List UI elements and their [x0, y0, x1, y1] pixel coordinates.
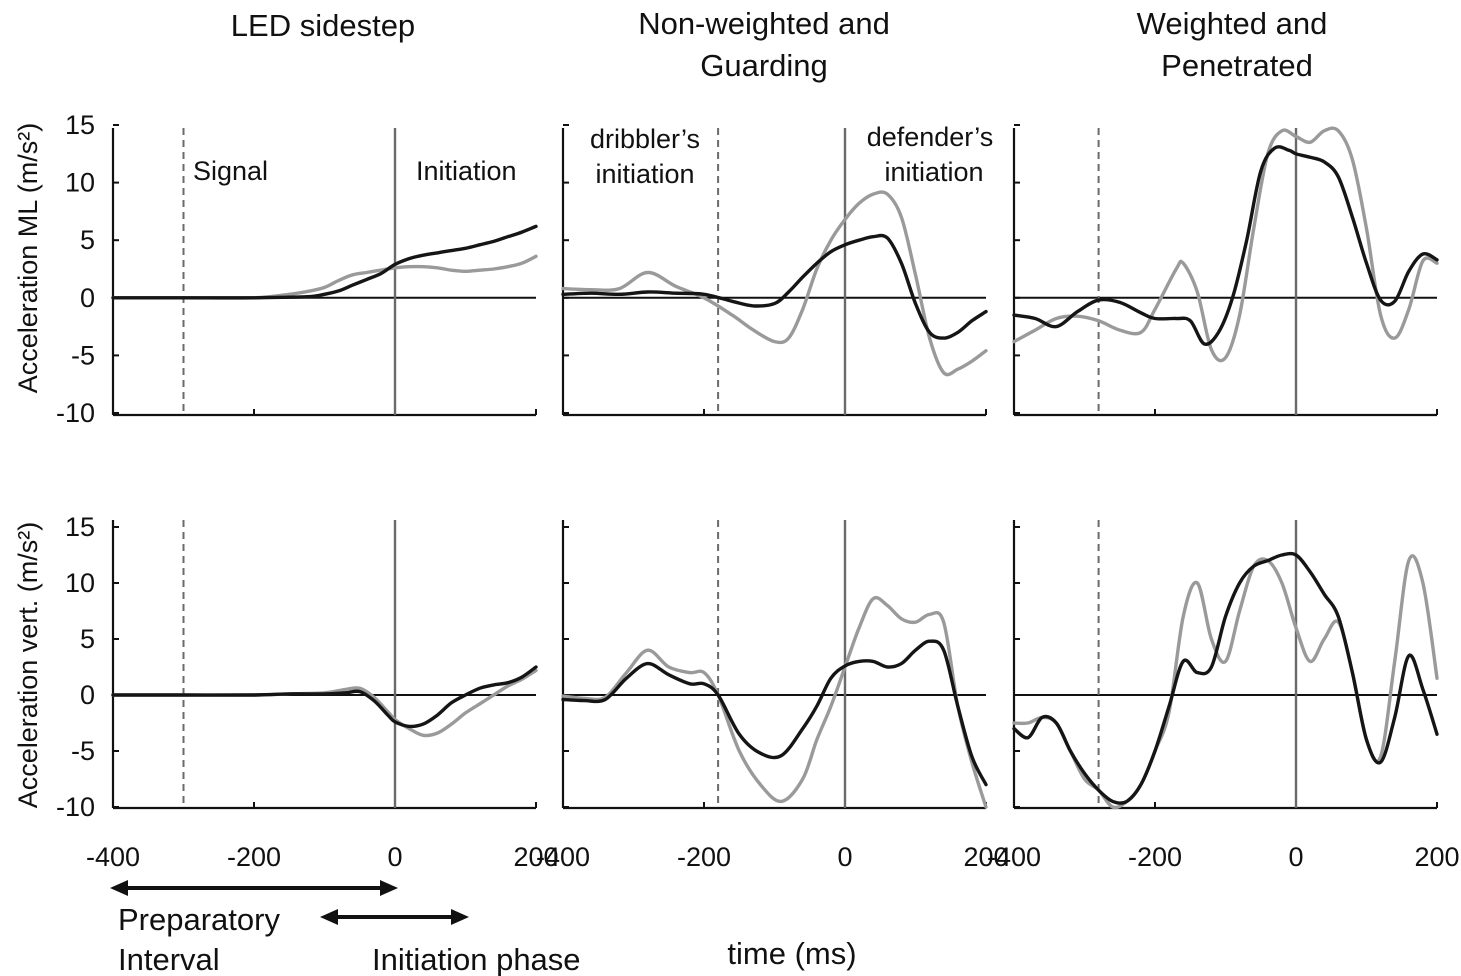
- panel-2: [1012, 124, 1439, 417]
- gray-series-line: [111, 668, 538, 738]
- y-tick-label: 0: [80, 283, 95, 313]
- x-tick-label: -400: [536, 842, 590, 872]
- panel-1: [561, 124, 988, 417]
- column-title-non-weighted-line1: Non-weighted and: [638, 6, 890, 41]
- y-tick-label: -10: [56, 398, 95, 428]
- annotation-dribbler-line1: dribbler’s: [590, 124, 700, 154]
- gray-series-line: [561, 190, 988, 377]
- x-tick-label: 200: [513, 842, 558, 872]
- gray-series-line: [561, 595, 988, 809]
- gray-series-line: [111, 254, 538, 300]
- black-series-line: [561, 639, 988, 787]
- panel-0: 15 10 5 0 -5 -10: [56, 110, 538, 428]
- y-tick-label: -10: [56, 792, 95, 822]
- y-tick-label: 15: [65, 110, 95, 140]
- initiation-phase-label: Initiation phase: [372, 942, 581, 976]
- y-tick-label: -5: [71, 736, 95, 766]
- annotation-initiation: Initiation: [416, 156, 517, 186]
- black-series-line: [561, 233, 988, 340]
- x-tick-label: -200: [677, 842, 731, 872]
- x-tick-label: 200: [963, 842, 1008, 872]
- gray-series-line: [1012, 554, 1439, 810]
- y-tick-label: 15: [65, 512, 95, 542]
- annotation-defender-line2: initiation: [884, 157, 983, 187]
- black-series-line: [111, 224, 538, 300]
- x-tick-label: -400: [987, 842, 1041, 872]
- panel-3: 15 10 5 0 -5 -10 -400 -200 0 200: [56, 512, 559, 872]
- annotation-dribbler-line2: initiation: [595, 159, 694, 189]
- black-series-line: [1012, 551, 1439, 805]
- x-tick-label: 0: [387, 842, 402, 872]
- y-tick-label: 0: [80, 680, 95, 710]
- y-axis-label-ml: Acceleration ML (m/s²): [13, 123, 43, 394]
- panel-4: -400 -200 0 200: [536, 520, 1009, 872]
- black-series-line: [111, 665, 538, 729]
- panel-5: -400 -200 0 200: [987, 520, 1460, 872]
- y-tick-label: 5: [80, 225, 95, 255]
- x-tick-label: -200: [1128, 842, 1182, 872]
- y-tick-label: -5: [71, 340, 95, 370]
- x-tick-label: 0: [837, 842, 852, 872]
- preparatory-label-line1: Preparatory: [118, 902, 280, 937]
- x-tick-label: 0: [1288, 842, 1303, 872]
- gray-series-line: [1012, 126, 1439, 363]
- x-tick-label: -200: [227, 842, 281, 872]
- black-series-line: [1012, 145, 1439, 346]
- column-title-non-weighted-line2: Guarding: [700, 48, 828, 83]
- y-tick-label: 10: [65, 168, 95, 198]
- column-title-led-sidestep: LED sidestep: [231, 8, 415, 43]
- column-title-weighted-line2: Penetrated: [1161, 48, 1313, 83]
- x-tick-label: -400: [86, 842, 140, 872]
- x-axis-label: time (ms): [727, 936, 856, 971]
- y-axis-label-vertical: Acceleration vert. (m/s²): [13, 522, 43, 809]
- preparatory-interval-arrow: [110, 880, 398, 896]
- x-tick-label: 200: [1414, 842, 1459, 872]
- preparatory-label-line2: Interval: [118, 942, 220, 976]
- initiation-phase-arrow: [320, 909, 469, 925]
- annotation-defender-line1: defender’s: [867, 122, 994, 152]
- y-tick-label: 10: [65, 568, 95, 598]
- y-tick-label: 5: [80, 624, 95, 654]
- column-title-weighted-line1: Weighted and: [1137, 6, 1328, 41]
- annotation-signal: Signal: [193, 156, 268, 186]
